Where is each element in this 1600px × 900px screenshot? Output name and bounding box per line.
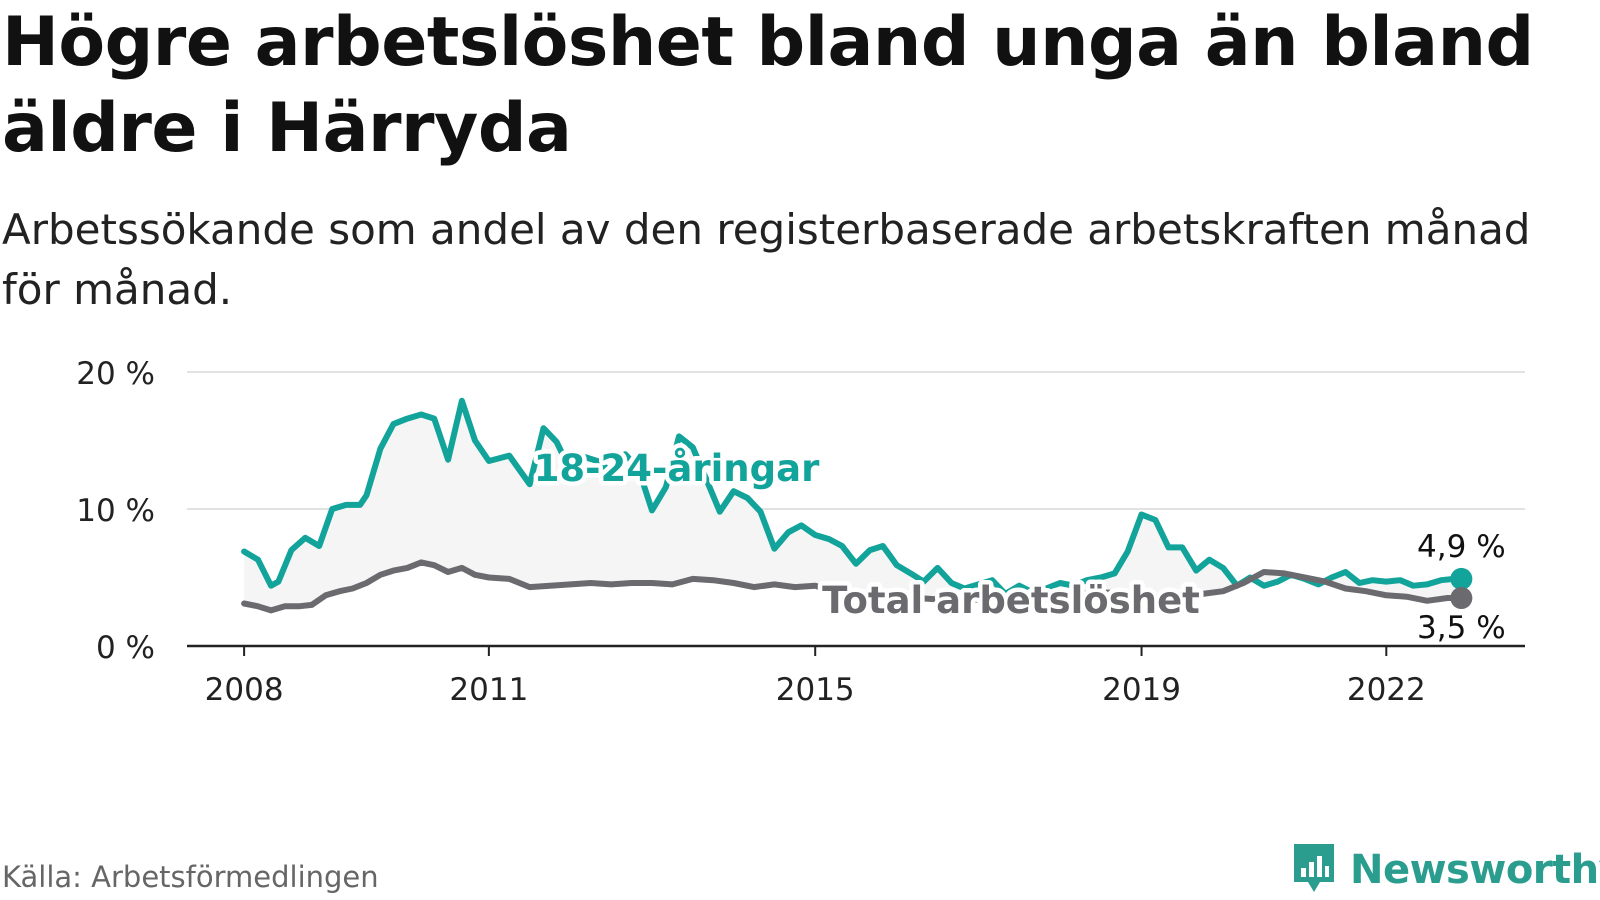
series-line-youth bbox=[241, 397, 1465, 597]
x-tick-label: 2008 bbox=[205, 672, 284, 708]
band-layer bbox=[244, 400, 1462, 611]
y-tick-label: 0 % bbox=[96, 630, 155, 666]
range-band bbox=[244, 400, 1462, 611]
end-label-total: 3,5 % bbox=[1417, 610, 1506, 646]
x-tick-label: 2019 bbox=[1102, 672, 1181, 708]
x-tick-label: 2022 bbox=[1347, 672, 1426, 708]
series-label-total: Total arbetslöshet bbox=[822, 579, 1200, 622]
label-layer: 4,9 % 3,5 % 18-24-åringar Total arbetslöshe… bbox=[529, 442, 1508, 649]
end-marker-total bbox=[1450, 587, 1473, 610]
brand-name: Newsworthy bbox=[1350, 847, 1600, 893]
x-tick-label: 2015 bbox=[776, 672, 855, 708]
chart-subtitle: Arbetssökande som andel av den registerb… bbox=[2, 205, 1531, 314]
x-tick-label: 2011 bbox=[449, 672, 528, 708]
series-line-total bbox=[241, 559, 1465, 614]
axis-layer: 0 % 10 % 20 % 2008 2011 2015 2019 2022 bbox=[76, 356, 1525, 708]
y-tick-label: 10 % bbox=[76, 493, 155, 529]
y-tick-label: 20 % bbox=[76, 356, 155, 392]
source-note: Källa: Arbetsförmedlingen bbox=[2, 860, 379, 894]
bar-chart-icon bbox=[1294, 844, 1334, 892]
chart-title: Högre arbetslöshet bland unga än bland ä… bbox=[2, 3, 1534, 168]
brand-logo[interactable]: Newsworthy bbox=[1290, 840, 1600, 900]
end-marker-youth bbox=[1450, 567, 1473, 590]
series-layer bbox=[241, 397, 1465, 614]
series-label-youth: 18-24-åringar bbox=[534, 447, 820, 490]
end-label-youth: 4,9 % bbox=[1417, 529, 1506, 565]
